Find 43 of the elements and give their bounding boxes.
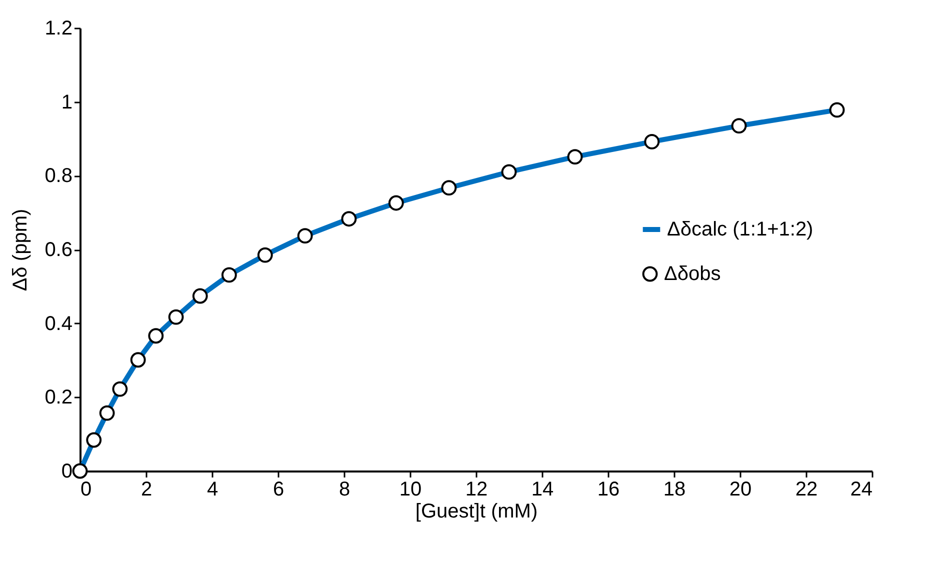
point — [388, 195, 404, 211]
point — [72, 463, 88, 479]
point — [257, 247, 273, 263]
legend-label: Δδcalc (1:1+1:2) — [667, 218, 814, 240]
point — [731, 118, 747, 134]
point — [829, 102, 845, 118]
point — [168, 309, 184, 325]
point — [567, 149, 583, 165]
point — [148, 328, 164, 344]
x-tick-label: 20 — [729, 478, 752, 500]
legend-label: Δδobs — [664, 263, 721, 285]
x-tick-label: 4 — [206, 478, 218, 500]
x-tick-label: 8 — [338, 478, 350, 500]
x-tick-label: 24 — [850, 478, 872, 500]
y-tick-label: 1 — [61, 91, 72, 114]
y-tick-label: 0.2 — [44, 386, 72, 409]
point — [297, 228, 313, 244]
x-tick-label: 2 — [140, 478, 152, 500]
x-tick-label: 0 — [80, 478, 92, 500]
x-tick-label: 22 — [795, 478, 818, 500]
x-tick-label: 16 — [597, 478, 620, 500]
x-tick-label: 12 — [465, 478, 488, 500]
y-tick-label: 0.8 — [44, 165, 72, 188]
y-tick-label: 0.4 — [44, 312, 72, 335]
point — [501, 164, 517, 180]
x-tick-label: 10 — [399, 478, 422, 500]
x-tick-label: 18 — [663, 478, 686, 500]
point — [112, 381, 128, 397]
x-axis-title: [Guest]t (mM) — [415, 500, 538, 522]
point — [341, 211, 357, 227]
point — [644, 134, 660, 150]
y-tick-label: 1.2 — [44, 18, 72, 40]
point — [192, 288, 208, 304]
y-tick-label: 0 — [61, 460, 72, 482]
y-tick-label: 0.6 — [44, 239, 72, 261]
point — [221, 267, 237, 283]
point — [130, 352, 146, 368]
x-tick-label: 14 — [531, 478, 554, 500]
point — [441, 180, 457, 196]
y-axis-title: Δδ (ppm) — [10, 208, 32, 292]
point — [86, 432, 102, 448]
point — [99, 405, 115, 421]
x-tick-label: 6 — [272, 478, 284, 500]
